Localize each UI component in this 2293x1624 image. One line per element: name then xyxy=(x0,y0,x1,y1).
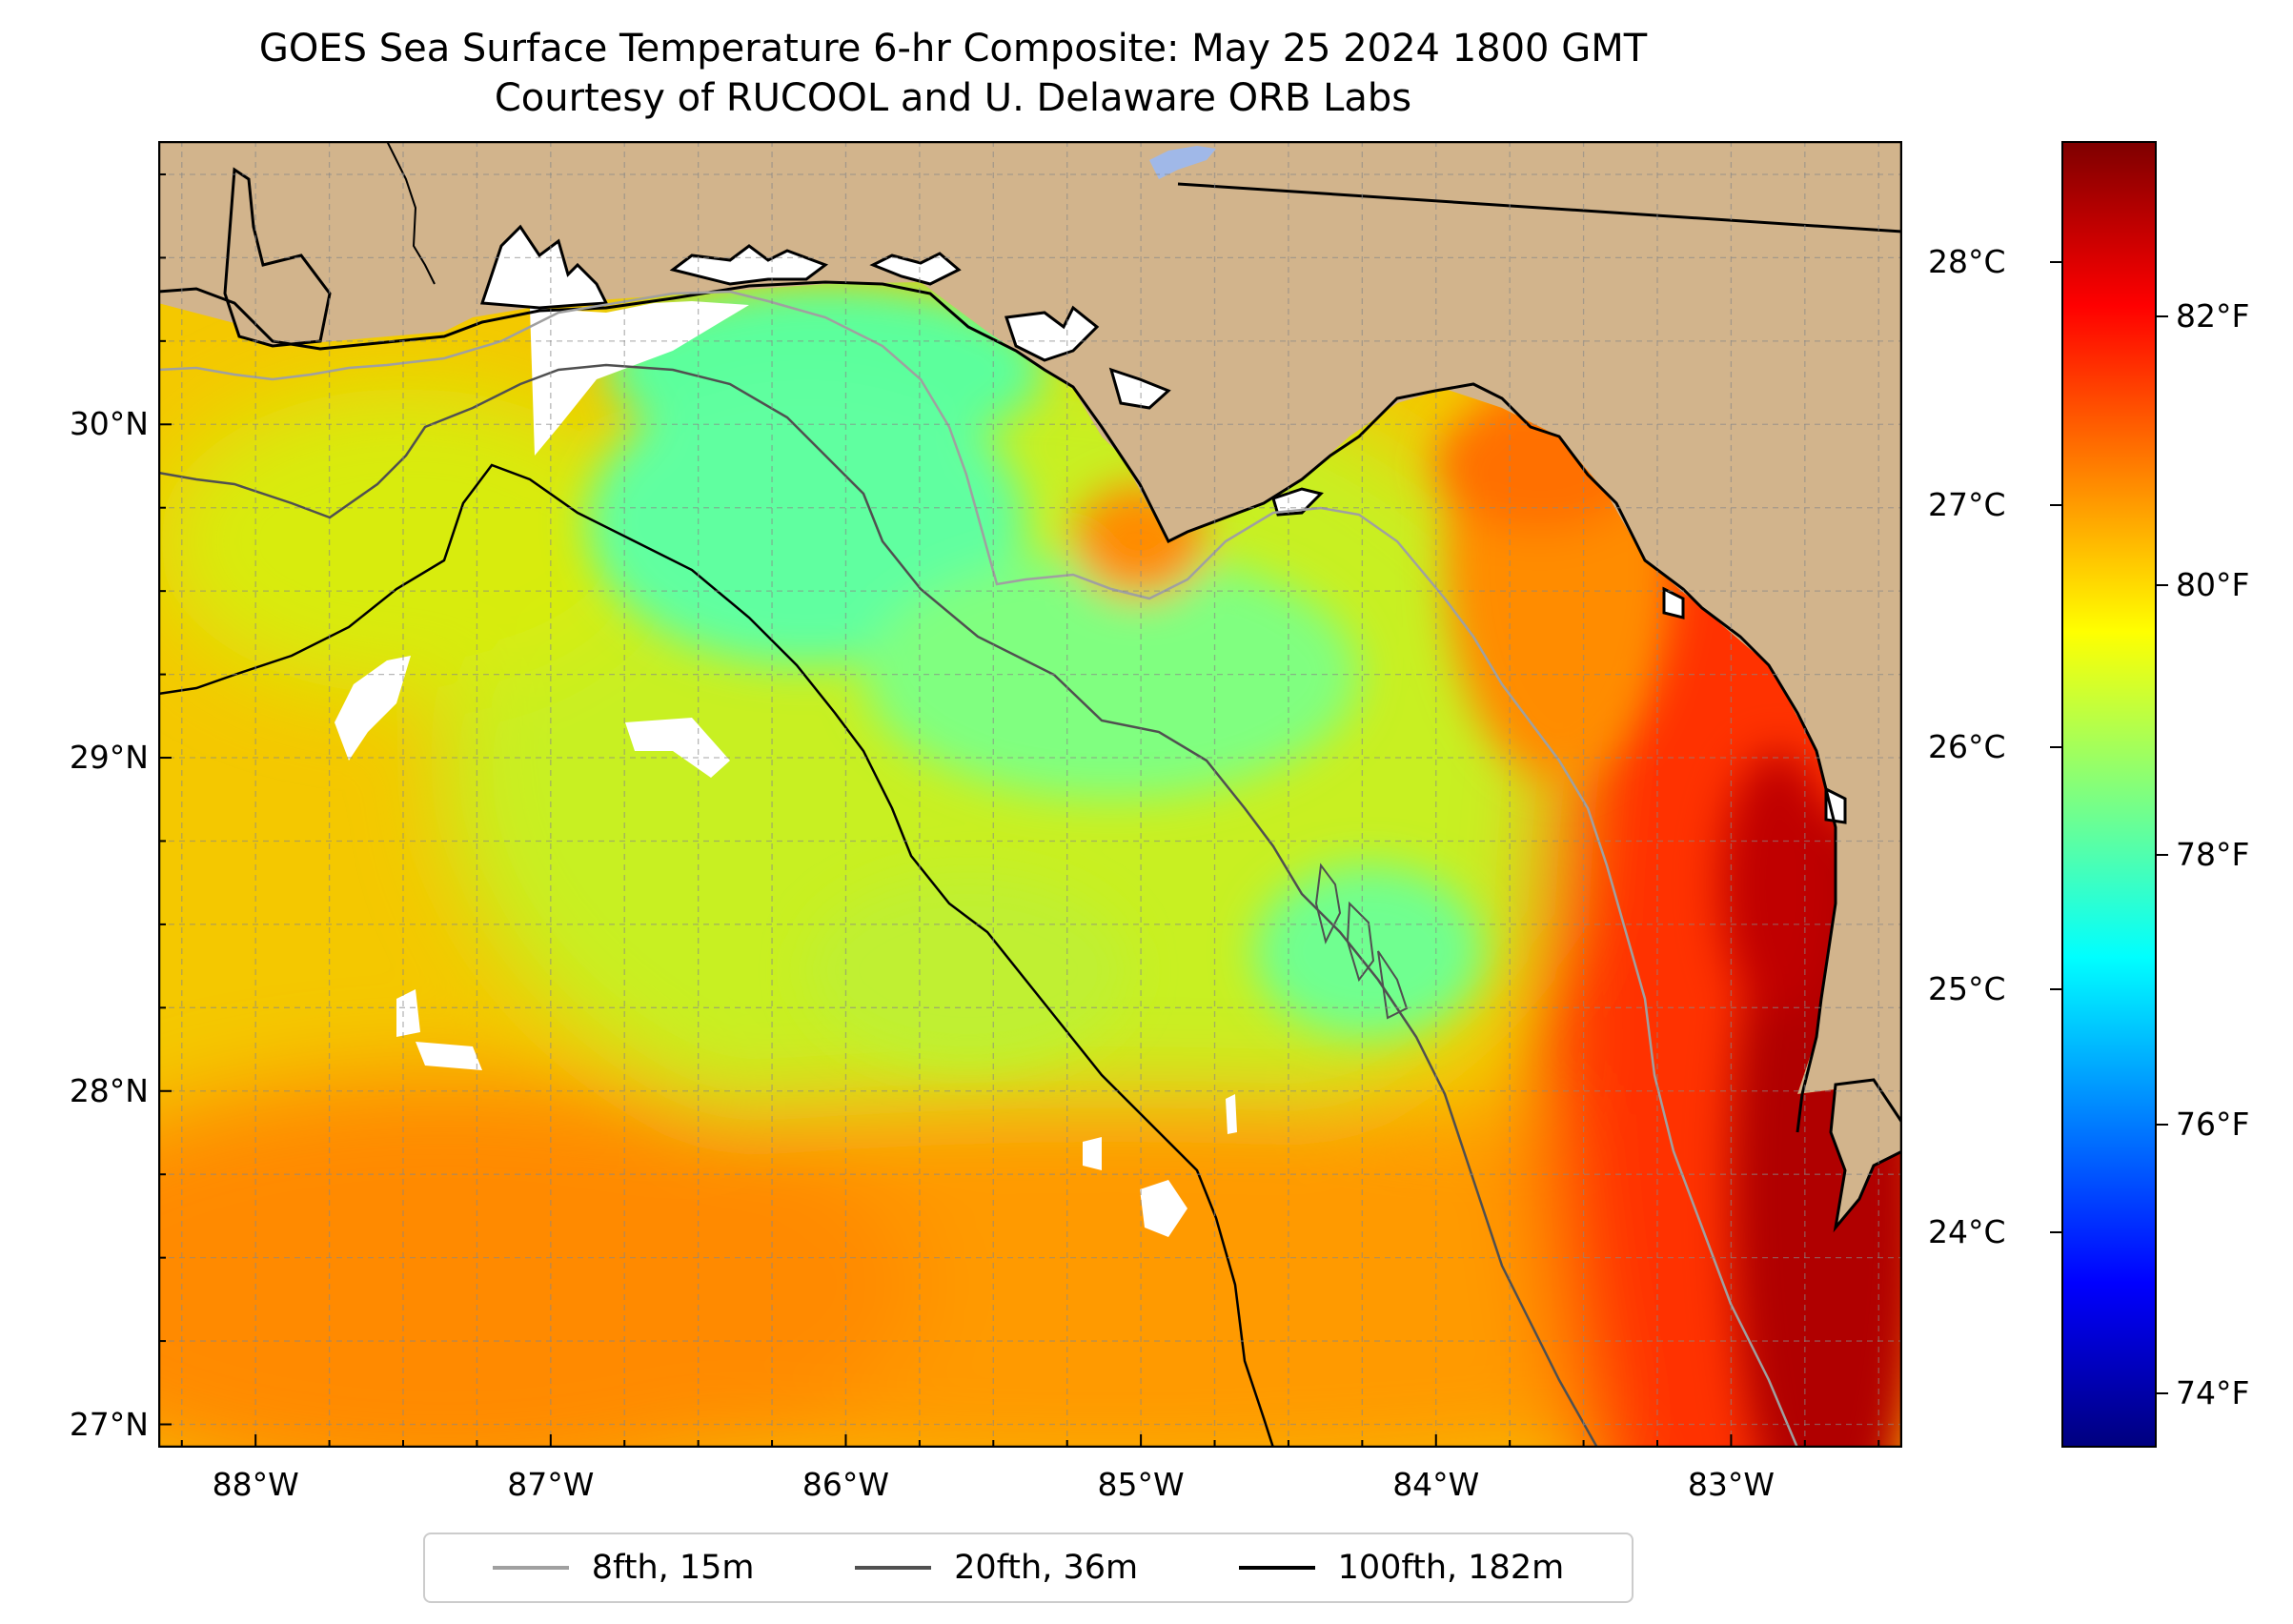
coastline-bays xyxy=(479,224,1847,824)
colorbar xyxy=(2061,141,2157,1448)
map-subtitle: Courtesy of RUCOOL and U. Delaware ORB L… xyxy=(494,76,1412,120)
map-title: GOES Sea Surface Temperature 6-hr Compos… xyxy=(258,27,1648,71)
colorbar-celsius-tick xyxy=(2050,746,2061,749)
colorbar-fahrenheit-label: 80°F xyxy=(2176,566,2250,604)
colorbar-celsius-label: 25°C xyxy=(1928,970,2006,1008)
legend-item: 8fth, 15m xyxy=(492,1549,755,1587)
colorbar-fahrenheit-label: 74°F xyxy=(2176,1374,2250,1412)
map-canvas xyxy=(158,141,1902,1448)
colorbar-celsius-label: 26°C xyxy=(1928,728,2006,766)
contour-100fth xyxy=(158,463,1275,1448)
longitude-label: 88°W xyxy=(212,1466,299,1503)
sst-map xyxy=(158,141,1902,1448)
colorbar-fahrenheit-label: 78°F xyxy=(2176,836,2250,874)
longitude-label: 83°W xyxy=(1687,1466,1775,1503)
legend-item: 20fth, 36m xyxy=(855,1549,1138,1587)
longitude-label: 87°W xyxy=(507,1466,595,1503)
legend-line-swatch xyxy=(855,1566,932,1570)
contour-20fth xyxy=(158,363,1599,1448)
colorbar-fahrenheit-tick xyxy=(2157,854,2168,857)
longitude-label: 86°W xyxy=(802,1466,890,1503)
nodata-patches xyxy=(335,301,1237,1237)
colorbar-fahrenheit-tick xyxy=(2157,1123,2168,1126)
contour-8fth xyxy=(158,290,1799,1448)
latitude-label: 27°N xyxy=(69,1405,149,1443)
legend-line-swatch xyxy=(1238,1566,1315,1570)
colorbar-celsius-tick xyxy=(2050,503,2061,506)
colorbar-fahrenheit-tick xyxy=(2157,584,2168,587)
contour-legend: 8fth, 15m 20fth, 36m 100fth, 182m xyxy=(423,1533,1634,1603)
state-border-west xyxy=(386,141,436,285)
legend-item: 100fth, 182m xyxy=(1238,1549,1565,1587)
colorbar-fahrenheit-label: 82°F xyxy=(2176,296,2250,335)
longitude-label: 84°W xyxy=(1392,1466,1480,1503)
longitude-label: 85°W xyxy=(1097,1466,1185,1503)
contour-islands xyxy=(1314,863,1409,1020)
map-frame xyxy=(158,141,1902,1448)
state-border-north xyxy=(1177,182,1902,233)
colorbar-fahrenheit-label: 76°F xyxy=(2176,1105,2250,1143)
colorbar-celsius-label: 27°C xyxy=(1928,485,2006,523)
gridlines xyxy=(158,141,1902,1448)
latitude-label: 30°N xyxy=(69,405,149,443)
legend-label: 100fth, 182m xyxy=(1337,1549,1565,1587)
colorbar-fahrenheit-tick xyxy=(2157,315,2168,317)
colorbar-celsius-label: 24°C xyxy=(1928,1212,2006,1250)
legend-label: 20fth, 36m xyxy=(954,1549,1139,1587)
colorbar-celsius-tick xyxy=(2050,1230,2061,1233)
coastline xyxy=(158,280,1837,1133)
lake xyxy=(1149,146,1216,179)
latitude-label: 29°N xyxy=(69,739,149,777)
colorbar-celsius-tick xyxy=(2050,988,2061,991)
legend-label: 8fth, 15m xyxy=(591,1549,755,1587)
colorbar-fahrenheit-tick xyxy=(2157,1392,2168,1395)
latitude-label: 28°N xyxy=(69,1071,149,1109)
colorbar-celsius-label: 28°C xyxy=(1928,243,2006,281)
colorbar-celsius-tick xyxy=(2050,261,2061,264)
legend-line-swatch xyxy=(492,1566,569,1570)
